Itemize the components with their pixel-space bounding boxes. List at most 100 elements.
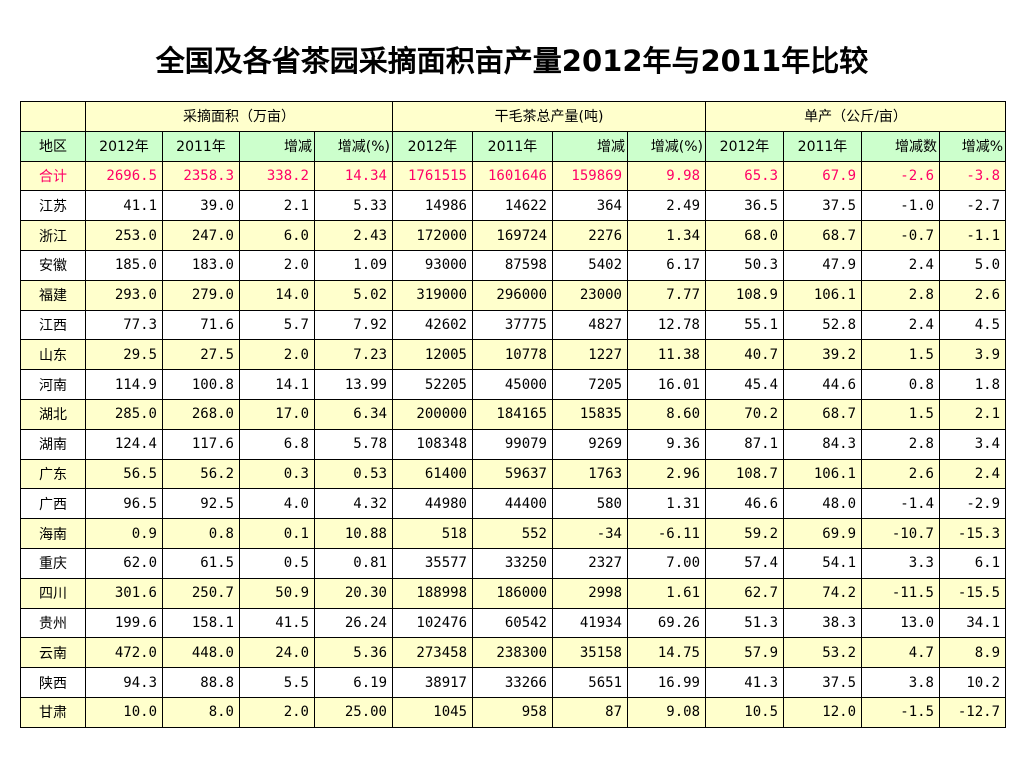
value-cell: 472.0 bbox=[85, 637, 163, 669]
column-header-output-diff: 增减 bbox=[552, 130, 628, 162]
value-cell: 8.0 bbox=[162, 696, 240, 728]
table-row: 湖南 124.4 117.6 6.8 5.78 108348 99079 9269 9.36 87… bbox=[20, 428, 1007, 460]
value-cell: 5.7 bbox=[239, 309, 315, 341]
value-cell: 33250 bbox=[472, 547, 553, 579]
value-cell: -1.4 bbox=[861, 488, 940, 520]
value-cell: 17.0 bbox=[239, 398, 315, 430]
value-cell: 448.0 bbox=[162, 637, 240, 669]
value-cell: 57.9 bbox=[705, 637, 784, 669]
value-cell: 46.6 bbox=[705, 488, 784, 520]
table-row: 安徽 185.0 183.0 2.0 1.09 93000 87598 5402 6.17 50.… bbox=[20, 249, 1007, 281]
value-cell: 23000 bbox=[552, 279, 628, 311]
value-cell: 10.5 bbox=[705, 696, 784, 728]
value-cell: -3.8 bbox=[938, 160, 1007, 192]
value-cell: 50.9 bbox=[239, 577, 315, 609]
value-cell: 44.6 bbox=[783, 369, 862, 400]
region-cell: 广西 bbox=[20, 488, 86, 520]
value-cell: 2696.5 bbox=[85, 160, 163, 192]
value-cell: 2.4 bbox=[938, 458, 1007, 490]
value-cell: 41.3 bbox=[705, 667, 784, 698]
value-cell: 2.8 bbox=[861, 428, 940, 460]
value-cell: 188998 bbox=[392, 577, 473, 609]
value-cell: 77.3 bbox=[85, 309, 163, 341]
region-cell: 安徽 bbox=[20, 249, 86, 281]
value-cell: 1.61 bbox=[627, 577, 706, 609]
value-cell: 33266 bbox=[472, 667, 553, 698]
value-cell: 45000 bbox=[472, 369, 553, 400]
value-cell: 338.2 bbox=[239, 160, 315, 192]
value-cell: 5.02 bbox=[314, 279, 393, 311]
value-cell: 6.34 bbox=[314, 398, 393, 430]
value-cell: 100.8 bbox=[162, 369, 240, 400]
value-cell: 0.53 bbox=[314, 458, 393, 490]
value-cell: 124.4 bbox=[85, 428, 163, 460]
column-header-row: 地区 2012年 2011年 增减 增减(%) 2012年 2011年 增减 增… bbox=[20, 130, 1007, 162]
column-header-region: 地区 bbox=[20, 130, 86, 162]
value-cell: 16.99 bbox=[627, 667, 706, 698]
value-cell: -12.7 bbox=[938, 696, 1007, 728]
value-cell: 1.5 bbox=[861, 339, 940, 371]
value-cell: 68.7 bbox=[783, 220, 862, 251]
region-cell: 浙江 bbox=[20, 220, 86, 251]
value-cell: 4827 bbox=[552, 309, 628, 341]
value-cell: 7205 bbox=[552, 369, 628, 400]
value-cell: 0.8 bbox=[861, 369, 940, 400]
value-cell: 87 bbox=[552, 696, 628, 728]
column-header-area-2011: 2011年 bbox=[162, 130, 240, 162]
value-cell: 2.43 bbox=[314, 220, 393, 251]
value-cell: 8.60 bbox=[627, 398, 706, 430]
value-cell: 13.0 bbox=[861, 607, 940, 639]
value-cell: 184165 bbox=[472, 398, 553, 430]
value-cell: 8.9 bbox=[938, 637, 1007, 669]
value-cell: 15835 bbox=[552, 398, 628, 430]
table-row: 四川 301.6 250.7 50.9 20.30 188998 186000 2998 1.6… bbox=[20, 577, 1007, 609]
value-cell: 0.81 bbox=[314, 547, 393, 579]
value-cell: -1.0 bbox=[861, 190, 940, 222]
value-cell: 67.9 bbox=[783, 160, 862, 192]
value-cell: 61400 bbox=[392, 458, 473, 490]
table-row: 陕西 94.3 88.8 5.5 6.19 38917 33266 5651 16.99 41.3… bbox=[20, 667, 1007, 698]
value-cell: 285.0 bbox=[85, 398, 163, 430]
region-cell: 贵州 bbox=[20, 607, 86, 639]
value-cell: -11.5 bbox=[861, 577, 940, 609]
value-cell: 4.32 bbox=[314, 488, 393, 520]
value-cell: 74.2 bbox=[783, 577, 862, 609]
value-cell: 186000 bbox=[472, 577, 553, 609]
table-row: 江西 77.3 71.6 5.7 7.92 42602 37775 4827 12.78 55.1… bbox=[20, 309, 1007, 341]
value-cell: 10778 bbox=[472, 339, 553, 371]
value-cell: 3.8 bbox=[861, 667, 940, 698]
value-cell: 44400 bbox=[472, 488, 553, 520]
value-cell: 518 bbox=[392, 518, 473, 549]
column-header-yield-2012: 2012年 bbox=[705, 130, 784, 162]
value-cell: 92.5 bbox=[162, 488, 240, 520]
page-title: 全国及各省茶园采摘面积亩产量2012年与2011年比较 bbox=[155, 44, 869, 78]
value-cell: 1227 bbox=[552, 339, 628, 371]
value-cell: 364 bbox=[552, 190, 628, 222]
value-cell: 5.36 bbox=[314, 637, 393, 669]
value-cell: 7.92 bbox=[314, 309, 393, 341]
value-cell: 108348 bbox=[392, 428, 473, 460]
value-cell: 1.09 bbox=[314, 249, 393, 281]
value-cell: 41.5 bbox=[239, 607, 315, 639]
column-header-yield-pct: 增减% bbox=[938, 130, 1007, 162]
value-cell: 34.1 bbox=[938, 607, 1007, 639]
value-cell: 2.6 bbox=[861, 458, 940, 490]
value-cell: 12.0 bbox=[783, 696, 862, 728]
value-cell: 40.7 bbox=[705, 339, 784, 371]
value-cell: 279.0 bbox=[162, 279, 240, 311]
value-cell: 16.01 bbox=[627, 369, 706, 400]
value-cell: -1.1 bbox=[938, 220, 1007, 251]
value-cell: 35577 bbox=[392, 547, 473, 579]
value-cell: 117.6 bbox=[162, 428, 240, 460]
value-cell: 14622 bbox=[472, 190, 553, 222]
value-cell: 70.2 bbox=[705, 398, 784, 430]
table-row: 河南 114.9 100.8 14.1 13.99 52205 45000 7205 16.01… bbox=[20, 369, 1007, 400]
value-cell: 6.19 bbox=[314, 667, 393, 698]
value-cell: 5.5 bbox=[239, 667, 315, 698]
value-cell: 52205 bbox=[392, 369, 473, 400]
region-cell: 江苏 bbox=[20, 190, 86, 222]
value-cell: 56.5 bbox=[85, 458, 163, 490]
value-cell: 102476 bbox=[392, 607, 473, 639]
value-cell: 238300 bbox=[472, 637, 553, 669]
value-cell: 39.2 bbox=[783, 339, 862, 371]
